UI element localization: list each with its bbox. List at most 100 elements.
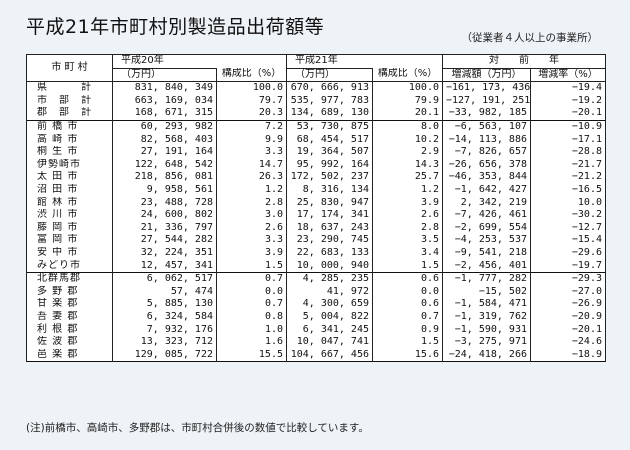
cell-diff: −1, 642, 427	[442, 183, 531, 197]
cell-diff: −127, 191, 251	[442, 94, 531, 108]
cell-amount-h20: 24, 600, 802	[112, 209, 217, 222]
cell-rate: −19.7	[530, 259, 606, 273]
cell-share-h20: 14.7	[216, 158, 287, 172]
cell-amount-h21: 172, 502, 237	[286, 171, 373, 184]
cell-share-h21: 2.6	[372, 209, 443, 222]
cell-amount-h21: 68, 454, 517	[286, 133, 373, 147]
cell-amount-h20: 168, 671, 315	[112, 107, 217, 121]
cell-amount-h21: 4, 300, 659	[286, 298, 373, 311]
cell-diff: −9, 541, 218	[442, 246, 531, 260]
cell-amount-h21: 18, 637, 243	[286, 221, 373, 235]
table-row: 沼 田 市 9, 958, 561 1.2 8, 316, 134 1.2 −1, 642…	[26, 183, 606, 197]
cell-municipality: 郡 部 計	[26, 107, 113, 121]
cell-amount-h20: 218, 856, 081	[112, 171, 217, 184]
cell-amount-h20: 7, 932, 176	[112, 323, 217, 337]
cell-municipality: 安 中 市	[26, 246, 113, 260]
cell-municipality: 藤 岡 市	[26, 221, 113, 235]
cell-share-h20: 3.9	[216, 246, 287, 260]
header-h20-share: 構成比（%）	[216, 68, 287, 83]
cell-share-h20: 0.8	[216, 310, 287, 324]
cell-share-h21: 0.9	[372, 323, 443, 337]
cell-amount-h20: 831, 840, 349	[112, 81, 217, 95]
cell-share-h20: 1.5	[216, 259, 287, 273]
cell-amount-h21: 41, 972	[286, 285, 373, 299]
cell-municipality: 県 計	[26, 81, 113, 95]
table-row: 太 田 市 218, 856, 081 26.3 172, 502, 237 25.7−…	[26, 171, 606, 184]
cell-municipality: 館 林 市	[26, 196, 113, 210]
cell-share-h20: 9.9	[216, 133, 287, 147]
cell-diff: −33, 982, 185	[442, 107, 531, 121]
cell-municipality: 富 岡 市	[26, 234, 113, 247]
cell-municipality: 甘 楽 郡	[26, 298, 113, 311]
cell-diff: −24, 418, 266	[442, 348, 531, 362]
cell-rate: −20.1	[530, 323, 606, 337]
header-h21: 平成21年	[286, 54, 373, 69]
cell-amount-h20: 122, 648, 542	[112, 158, 217, 172]
cell-amount-h21: 10, 000, 940	[286, 259, 373, 273]
table-row: 邑 楽 郡 129, 085, 722 15.5 104, 667, 456 15.6−…	[26, 348, 606, 362]
cell-rate: −20.9	[530, 310, 606, 324]
table-row: 佐 波 郡 13, 323, 712 1.6 10, 047, 741 1.5 −3, 2…	[26, 336, 606, 349]
cell-rate: −19.2	[530, 94, 606, 108]
cell-amount-h21: 8, 316, 134	[286, 183, 373, 197]
cell-municipality: 吾 妻 郡	[26, 310, 113, 324]
cell-share-h21: 14.3	[372, 158, 443, 172]
cell-diff: −7, 826, 657	[442, 146, 531, 159]
cell-rate: −28.8	[530, 146, 606, 159]
cell-diff: −1, 777, 282	[442, 272, 531, 286]
cell-amount-h21: 22, 683, 133	[286, 246, 373, 260]
cell-amount-h21: 6, 341, 245	[286, 323, 373, 337]
cell-share-h20: 15.5	[216, 348, 287, 362]
cell-diff: −1, 584, 471	[442, 298, 531, 311]
cell-municipality: 伊勢崎市	[26, 158, 113, 172]
cell-rate: −29.6	[530, 246, 606, 260]
cell-amount-h20: 12, 457, 341	[112, 259, 217, 273]
cell-amount-h21: 19, 364, 507	[286, 146, 373, 159]
cell-share-h21: 100.0	[372, 81, 443, 95]
cell-rate: −20.1	[530, 107, 606, 121]
cell-amount-h20: 6, 324, 584	[112, 310, 217, 324]
table-row: みどり市 12, 457, 341 1.5 10, 000, 940 1.5 −2, 45…	[26, 259, 606, 273]
cell-diff: −7, 426, 461	[442, 209, 531, 222]
cell-diff: 2, 342, 219	[442, 196, 531, 210]
footnote: (注)前橋市、高崎市、多野郡は、市町村合併後の数値で比較しています。	[26, 422, 369, 434]
cell-rate: −10.9	[530, 119, 606, 134]
cell-share-h21: 2.9	[372, 146, 443, 159]
cell-rate: −18.9	[530, 348, 606, 362]
cell-amount-h21: 670, 666, 913	[286, 81, 373, 95]
cell-share-h21: 0.6	[372, 272, 443, 286]
cell-amount-h20: 32, 224, 351	[112, 246, 217, 260]
table-row: 安 中 市 32, 224, 351 3.9 22, 683, 133 3.4 −9, 5…	[26, 246, 606, 260]
cell-share-h21: 0.7	[372, 310, 443, 324]
cell-amount-h20: 21, 336, 797	[112, 221, 217, 235]
header-h20-spacer	[216, 54, 287, 69]
table-row: 富 岡 市 27, 544, 282 3.3 23, 290, 745 3.5 −4, 2…	[26, 234, 606, 247]
cell-rate: −19.4	[530, 81, 606, 95]
cell-amount-h20: 9, 958, 561	[112, 183, 217, 197]
cell-amount-h21: 23, 290, 745	[286, 234, 373, 247]
cell-share-h20: 2.8	[216, 196, 287, 210]
cell-diff: −161, 173, 436	[442, 81, 531, 95]
cell-share-h21: 3.9	[372, 196, 443, 210]
cell-amount-h21: 53, 730, 875	[286, 119, 373, 134]
cell-share-h21: 2.8	[372, 221, 443, 235]
cell-municipality: 沼 田 市	[26, 183, 113, 197]
cell-share-h21: 0.0	[372, 285, 443, 299]
cell-share-h21: 20.1	[372, 107, 443, 121]
cell-share-h21: 10.2	[372, 133, 443, 147]
cell-share-h20: 0.0	[216, 285, 287, 299]
header-diff: 増減額（万円）	[442, 67, 531, 83]
table-row: 吾 妻 郡 6, 324, 584 0.8 5, 004, 822 0.7 −1, 319…	[26, 310, 606, 324]
cell-share-h21: 3.5	[372, 234, 443, 247]
table-row: 藤 岡 市 21, 336, 797 2.6 18, 637, 243 2.8 −2, 6…	[26, 221, 606, 235]
cell-share-h20: 2.6	[216, 221, 287, 235]
table-row: 伊勢崎市 122, 648, 542 14.7 95, 992, 164 14.3 −26…	[26, 158, 606, 172]
cell-amount-h20: 6, 062, 517	[112, 272, 217, 286]
cell-amount-h20: 13, 323, 712	[112, 336, 217, 349]
cell-diff: −2, 699, 554	[442, 221, 531, 235]
cell-diff: −26, 656, 378	[442, 158, 531, 172]
cell-share-h21: 1.5	[372, 336, 443, 349]
cell-share-h20: 7.2	[216, 119, 287, 134]
cell-diff: −15, 502	[442, 285, 531, 299]
cell-municipality: 市 部 計	[26, 94, 113, 108]
